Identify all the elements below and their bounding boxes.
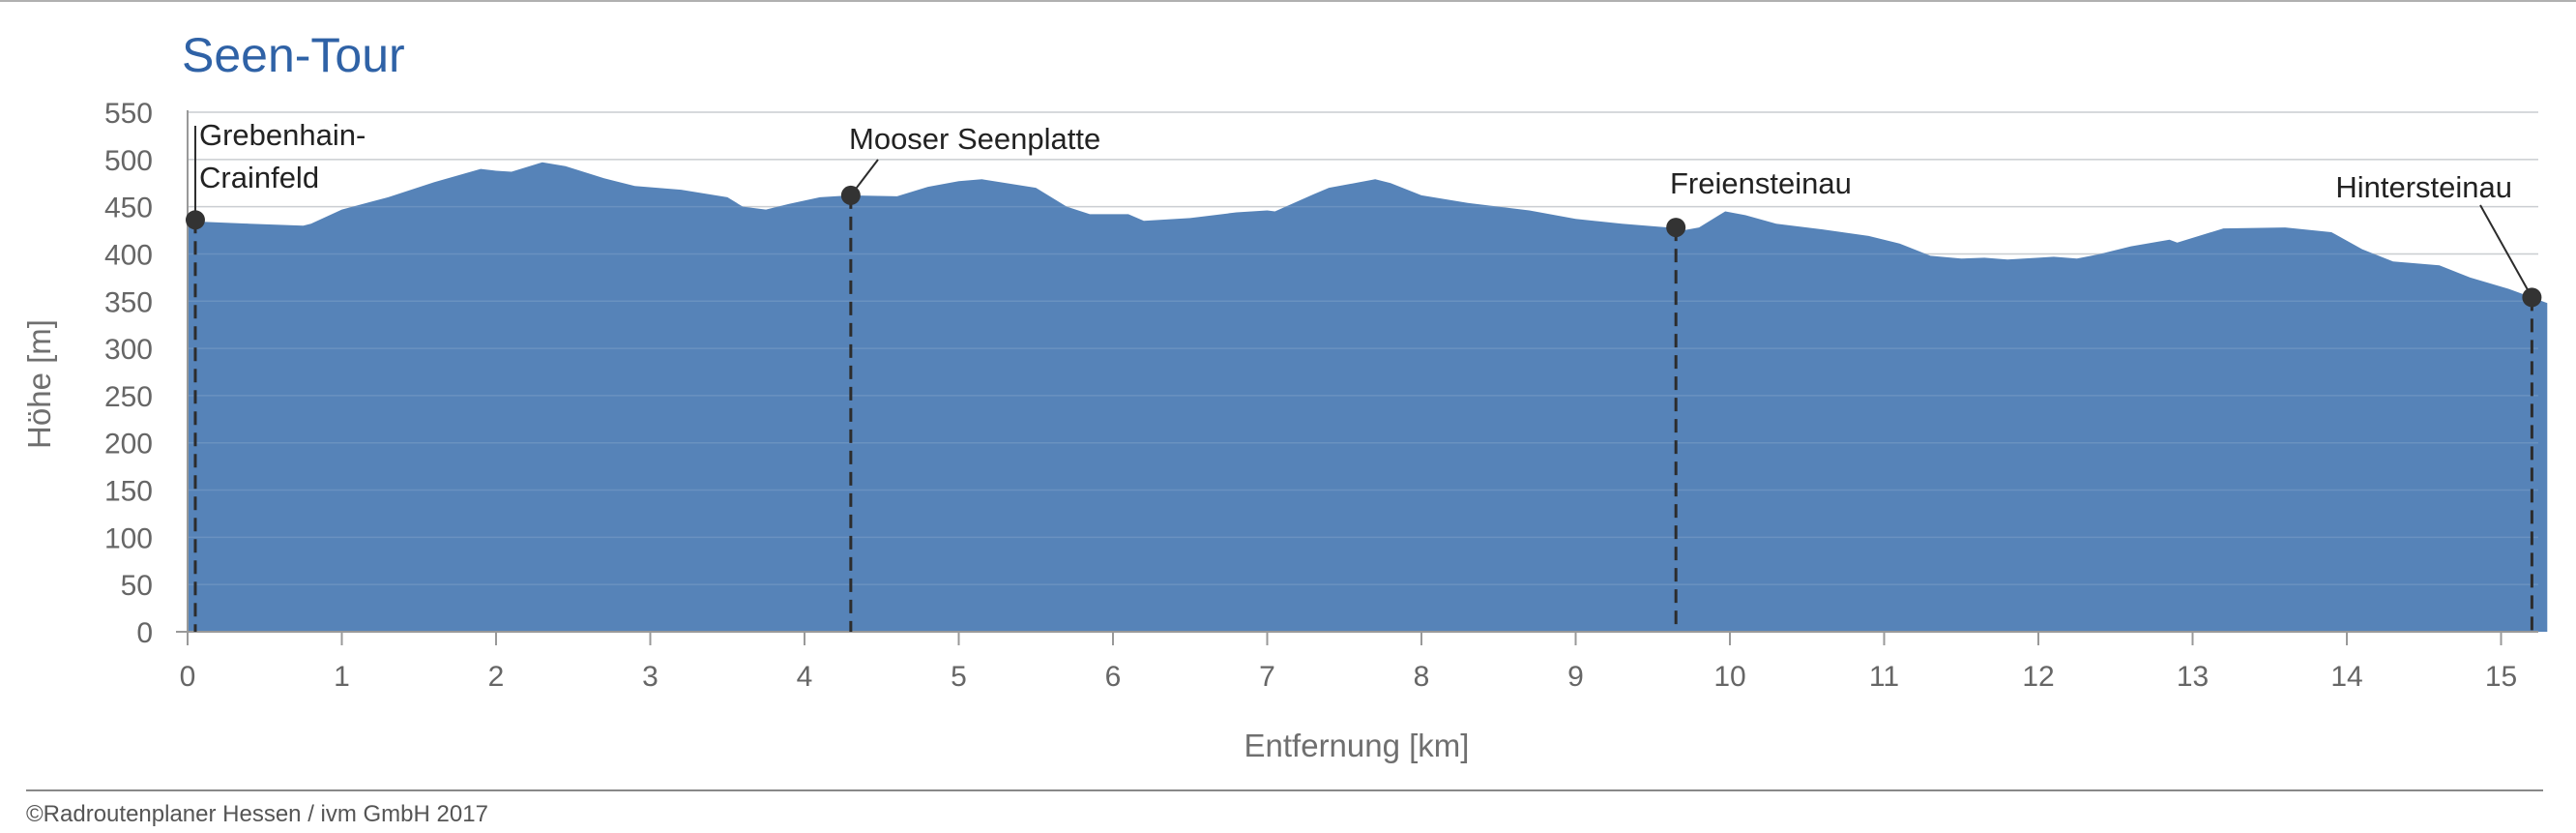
x-tick-label: 3: [642, 661, 659, 693]
x-tick-label: 14: [2330, 661, 2362, 693]
x-tick-label: 7: [1259, 661, 1275, 693]
x-tick-label: 15: [2485, 661, 2517, 693]
route-point-label: Hintersteinau: [2335, 170, 2512, 204]
route-point-marker: [840, 185, 861, 205]
y-tick-label: 50: [121, 570, 153, 602]
x-tick-label: 2: [488, 661, 505, 693]
x-axis-ticks: 0 1 2 3 4 5 6 7 8 9 10 11 12 13 14 15: [180, 632, 2517, 693]
y-tick-label: 550: [104, 98, 153, 130]
elevation-area: [188, 111, 2548, 633]
route-point-label: Grebenhain-: [199, 118, 366, 152]
y-tick-label: 0: [136, 617, 153, 649]
y-tick-label: 400: [104, 239, 153, 271]
x-tick-label: 10: [1713, 661, 1745, 693]
x-tick-label: 9: [1567, 661, 1584, 693]
y-tick-label: 450: [104, 193, 153, 224]
route-point-marker: [1666, 218, 1686, 238]
route-point-label: Freiensteinau: [1670, 166, 1852, 200]
y-tick-label: 350: [104, 286, 153, 318]
x-tick-label: 12: [2022, 661, 2054, 693]
y-tick-label: 500: [104, 145, 153, 177]
y-tick-label: 150: [104, 476, 153, 508]
y-axis-label: Höhe [m]: [21, 319, 57, 449]
route-point-label: Mooser Seenplatte: [849, 122, 1100, 156]
y-axis-ticks: 0 50 100 150 200 250 300 350 400 450 500 550: [104, 98, 153, 649]
route-point-marker: [2522, 287, 2542, 308]
route-point-label: Crainfeld: [199, 161, 319, 194]
x-tick-label: 4: [797, 661, 813, 693]
x-tick-label: 6: [1105, 661, 1122, 693]
x-tick-label: 5: [951, 661, 967, 693]
y-tick-label: 300: [104, 334, 153, 366]
x-tick-label: 0: [180, 661, 196, 693]
x-axis-label: Entfernung [km]: [1244, 728, 1470, 763]
x-tick-label: 11: [1869, 661, 1899, 693]
y-tick-label: 100: [104, 522, 153, 554]
route-point-leader: [2479, 204, 2533, 298]
copyright-text: ©Radroutenplaner Hessen / ivm GmbH 2017: [26, 801, 488, 827]
elevation-area-shape: [188, 162, 2548, 632]
route-point-marker: [185, 210, 205, 230]
x-tick-label: 13: [2177, 661, 2209, 693]
route-points: Grebenhain- Crainfeld Mooser Seenplatte Fre…: [185, 118, 2542, 632]
chart-title: Seen-Tour: [182, 28, 405, 82]
x-tick-label: 8: [1414, 661, 1430, 693]
y-tick-label: 250: [104, 381, 153, 413]
axes: [176, 110, 2538, 645]
x-tick-label: 1: [334, 661, 350, 693]
y-tick-label: 200: [104, 429, 153, 461]
